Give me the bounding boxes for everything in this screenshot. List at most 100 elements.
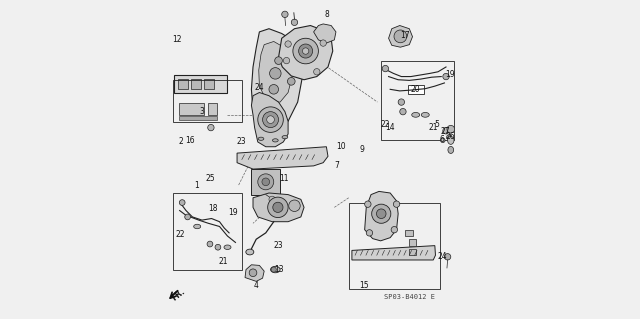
Circle shape bbox=[185, 214, 191, 220]
Circle shape bbox=[269, 196, 275, 203]
FancyBboxPatch shape bbox=[179, 103, 204, 115]
FancyBboxPatch shape bbox=[409, 249, 417, 255]
Text: 8: 8 bbox=[324, 10, 329, 19]
Circle shape bbox=[262, 178, 269, 186]
Text: 12: 12 bbox=[172, 35, 182, 44]
Polygon shape bbox=[237, 147, 328, 169]
Circle shape bbox=[258, 174, 274, 190]
Text: 15: 15 bbox=[359, 281, 369, 290]
Circle shape bbox=[376, 209, 386, 219]
Circle shape bbox=[269, 68, 281, 79]
Text: 22: 22 bbox=[381, 120, 390, 129]
Polygon shape bbox=[259, 41, 293, 102]
Polygon shape bbox=[278, 26, 333, 80]
Circle shape bbox=[258, 107, 284, 132]
Circle shape bbox=[366, 230, 372, 236]
Circle shape bbox=[208, 124, 214, 131]
Circle shape bbox=[391, 226, 397, 233]
Circle shape bbox=[215, 244, 221, 250]
Polygon shape bbox=[314, 24, 336, 43]
Polygon shape bbox=[245, 265, 264, 281]
Text: 13: 13 bbox=[274, 265, 284, 274]
Circle shape bbox=[179, 200, 185, 205]
Text: 20: 20 bbox=[411, 85, 420, 94]
Text: 24: 24 bbox=[255, 83, 264, 92]
Circle shape bbox=[320, 40, 326, 46]
Text: 23: 23 bbox=[236, 137, 246, 146]
Text: 25: 25 bbox=[206, 174, 216, 183]
Circle shape bbox=[394, 30, 407, 43]
Polygon shape bbox=[252, 29, 303, 131]
Circle shape bbox=[447, 135, 452, 140]
Circle shape bbox=[282, 11, 288, 18]
Text: 7: 7 bbox=[334, 161, 339, 170]
FancyBboxPatch shape bbox=[252, 169, 280, 195]
FancyBboxPatch shape bbox=[204, 79, 214, 89]
Text: 19: 19 bbox=[445, 70, 455, 79]
Ellipse shape bbox=[273, 139, 278, 142]
Text: 19: 19 bbox=[228, 208, 238, 217]
Circle shape bbox=[398, 99, 404, 105]
Text: FR.: FR. bbox=[170, 287, 186, 303]
FancyBboxPatch shape bbox=[409, 239, 417, 246]
Circle shape bbox=[394, 201, 400, 207]
Text: 21: 21 bbox=[219, 257, 228, 266]
Text: 26: 26 bbox=[445, 132, 455, 141]
Polygon shape bbox=[253, 193, 304, 222]
FancyBboxPatch shape bbox=[174, 75, 227, 93]
Circle shape bbox=[299, 44, 313, 58]
Ellipse shape bbox=[448, 146, 454, 153]
Text: 18: 18 bbox=[208, 204, 217, 213]
Ellipse shape bbox=[421, 113, 429, 117]
Ellipse shape bbox=[194, 224, 201, 229]
Polygon shape bbox=[252, 93, 288, 147]
Text: 4: 4 bbox=[254, 281, 259, 290]
Circle shape bbox=[444, 254, 451, 260]
Circle shape bbox=[382, 65, 388, 72]
Text: 9: 9 bbox=[359, 145, 364, 154]
Circle shape bbox=[365, 201, 371, 207]
Circle shape bbox=[268, 197, 288, 218]
FancyBboxPatch shape bbox=[406, 230, 413, 236]
FancyBboxPatch shape bbox=[178, 79, 188, 89]
Text: 5: 5 bbox=[435, 120, 440, 129]
Text: 2: 2 bbox=[179, 137, 184, 146]
Circle shape bbox=[262, 112, 278, 128]
Circle shape bbox=[269, 85, 278, 94]
Circle shape bbox=[287, 78, 295, 85]
Text: 21: 21 bbox=[429, 123, 438, 132]
Text: 23: 23 bbox=[274, 241, 284, 250]
Circle shape bbox=[271, 267, 276, 272]
Text: 16: 16 bbox=[186, 136, 195, 145]
Text: 11: 11 bbox=[280, 174, 289, 183]
FancyBboxPatch shape bbox=[191, 79, 201, 89]
Polygon shape bbox=[388, 26, 413, 47]
FancyBboxPatch shape bbox=[179, 116, 218, 120]
Text: 22: 22 bbox=[176, 230, 186, 239]
Text: 10: 10 bbox=[336, 142, 346, 151]
Circle shape bbox=[207, 241, 213, 247]
FancyBboxPatch shape bbox=[408, 85, 424, 94]
FancyBboxPatch shape bbox=[208, 103, 218, 115]
Circle shape bbox=[440, 138, 445, 143]
Circle shape bbox=[443, 128, 449, 134]
Ellipse shape bbox=[224, 245, 231, 249]
Circle shape bbox=[447, 125, 454, 133]
Polygon shape bbox=[365, 191, 398, 241]
Text: 6: 6 bbox=[440, 135, 444, 144]
Circle shape bbox=[249, 269, 257, 277]
Circle shape bbox=[285, 41, 291, 47]
Ellipse shape bbox=[282, 136, 288, 139]
Circle shape bbox=[289, 200, 300, 211]
Circle shape bbox=[267, 116, 275, 123]
Text: 27: 27 bbox=[440, 127, 450, 136]
Circle shape bbox=[443, 73, 449, 80]
Circle shape bbox=[314, 69, 320, 75]
Text: 14: 14 bbox=[385, 123, 394, 132]
Text: 24: 24 bbox=[437, 252, 447, 261]
Ellipse shape bbox=[271, 266, 280, 273]
Text: SP03-B4012 E: SP03-B4012 E bbox=[384, 294, 435, 300]
Ellipse shape bbox=[447, 137, 454, 144]
Circle shape bbox=[291, 19, 298, 26]
Circle shape bbox=[400, 108, 406, 115]
